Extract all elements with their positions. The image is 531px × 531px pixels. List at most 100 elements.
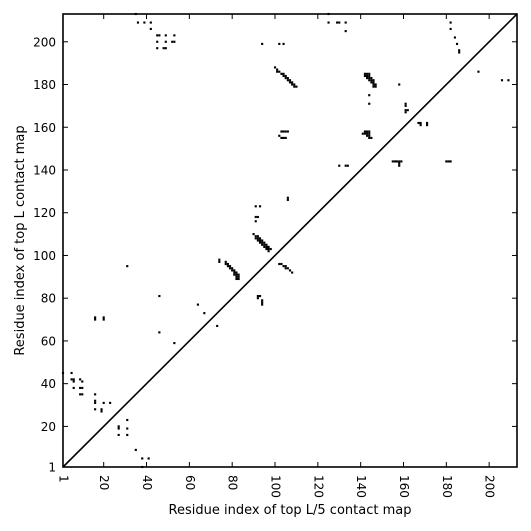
contact-point <box>449 160 452 163</box>
contact-point <box>284 136 287 140</box>
x-tick-label: 40 <box>140 475 154 490</box>
contact-point <box>252 233 255 236</box>
y-tick-label: 1 <box>48 461 56 475</box>
contact-point <box>372 85 375 88</box>
contact-point <box>226 265 229 268</box>
contact-point <box>346 164 349 167</box>
contact-point <box>267 245 270 248</box>
contact-point <box>419 121 422 125</box>
x-tick-label: 60 <box>183 475 197 490</box>
y-tick-label: 60 <box>41 334 56 348</box>
contact-point <box>280 72 283 75</box>
y-tick-label: 200 <box>33 35 56 49</box>
contact-point <box>344 164 347 167</box>
contact-point <box>203 312 206 315</box>
contact-point <box>265 247 268 251</box>
contact-point <box>81 380 84 383</box>
y-tick-label: 180 <box>33 78 56 92</box>
contact-point <box>256 294 259 298</box>
contact-point <box>149 21 152 24</box>
contact-point <box>263 241 266 244</box>
contact-point <box>445 160 448 163</box>
contact-point <box>173 34 176 37</box>
contact-point <box>366 72 369 75</box>
contact-point <box>282 72 285 75</box>
contact-point <box>235 277 238 281</box>
contact-point <box>162 47 165 50</box>
contact-point <box>267 250 270 253</box>
contact-point <box>261 241 264 244</box>
contact-point <box>282 42 285 45</box>
contact-point <box>70 378 73 381</box>
contact-point <box>293 85 296 88</box>
x-tick-label: 160 <box>397 475 411 498</box>
contact-point <box>368 79 371 82</box>
contact-point <box>261 301 264 304</box>
contact-point <box>280 262 283 266</box>
contact-point <box>149 27 152 31</box>
contact-point <box>363 132 367 135</box>
contact-point <box>254 237 257 240</box>
contact-point <box>164 40 167 43</box>
contact-point <box>368 74 371 78</box>
contact-point <box>368 130 371 133</box>
contact-point <box>374 85 377 88</box>
y-axis-label: Residue index of top L contact map <box>13 125 28 355</box>
contact-point <box>280 130 283 133</box>
contact-point <box>507 79 510 82</box>
contact-point <box>261 243 264 246</box>
contact-point <box>94 318 97 321</box>
contact-point <box>136 21 140 24</box>
contact-point <box>141 457 144 460</box>
contact-point <box>143 21 146 24</box>
contact-point <box>366 134 369 137</box>
contact-point <box>286 130 289 133</box>
x-tick-label: 200 <box>483 475 497 498</box>
contact-point <box>258 294 262 298</box>
contact-point <box>237 275 240 278</box>
contact-point <box>258 241 262 244</box>
contact-point <box>228 267 232 270</box>
contact-point <box>458 51 461 54</box>
contact-point <box>226 262 229 266</box>
contact-point <box>449 27 452 31</box>
contact-point <box>366 77 369 80</box>
contact-point <box>276 70 279 73</box>
contact-point <box>256 215 259 219</box>
contact-point <box>295 85 298 88</box>
contact-point <box>261 299 264 302</box>
contact-point <box>455 42 459 45</box>
contact-point <box>109 401 112 404</box>
contact-point <box>363 74 367 78</box>
contact-point <box>282 74 285 78</box>
contact-point <box>361 132 364 135</box>
y-tick-label: 80 <box>41 292 56 306</box>
contact-point <box>233 269 236 272</box>
contact-point <box>256 297 259 300</box>
contact-point <box>256 239 259 242</box>
contact-point <box>284 77 287 80</box>
contact-point <box>370 79 373 82</box>
contact-point <box>156 34 159 37</box>
contact-point <box>256 237 259 240</box>
contact-point <box>417 121 420 125</box>
contact-point <box>158 331 161 334</box>
contact-point <box>269 247 272 251</box>
contact-point <box>282 136 285 140</box>
contact-point <box>286 198 289 201</box>
contact-point <box>366 130 369 133</box>
contact-point <box>147 457 150 460</box>
contact-point <box>224 262 227 266</box>
diagonal-line <box>62 13 518 468</box>
contact-point <box>261 239 264 242</box>
contact-point <box>173 341 176 345</box>
contact-point <box>79 393 82 396</box>
contact-point <box>100 408 103 411</box>
contact-point <box>164 34 167 37</box>
contact-point <box>81 393 84 396</box>
contact-point <box>273 66 277 69</box>
contact-point <box>288 79 292 82</box>
contact-point <box>158 294 161 298</box>
contact-point <box>276 68 279 71</box>
x-tick-label: 20 <box>97 475 111 490</box>
